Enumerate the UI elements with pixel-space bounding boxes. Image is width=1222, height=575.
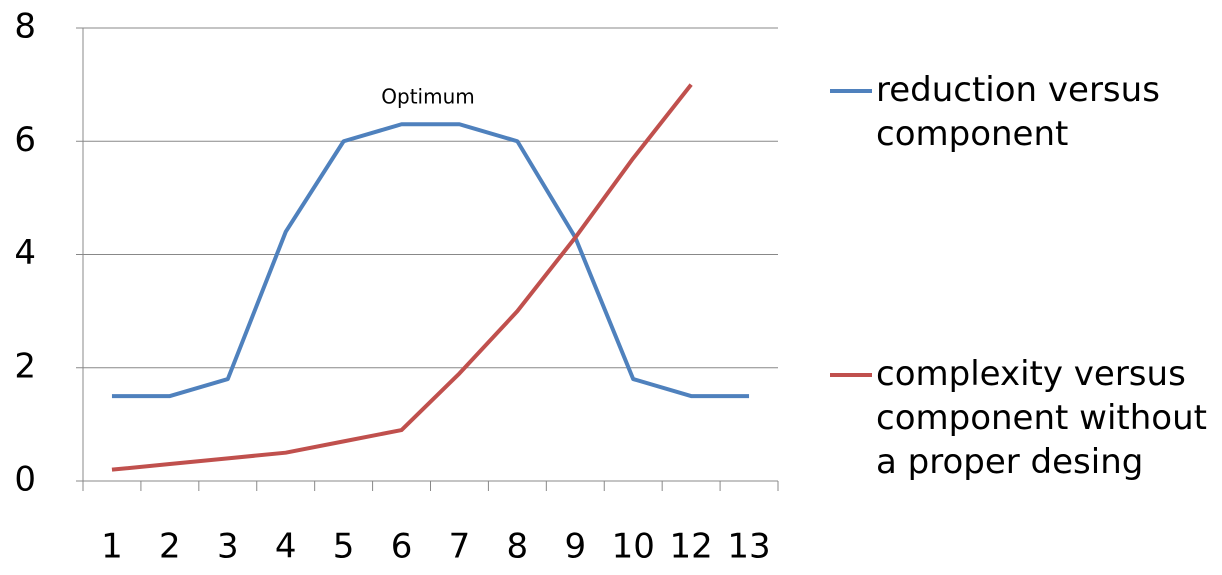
x-tick-label: 9 [564,527,586,567]
y-tick-label: 8 [14,7,36,47]
legend-swatch [830,89,872,93]
legend-label: complexity versus component without a pr… [876,354,1207,482]
x-tick-label: 12 [669,527,712,567]
y-tick-label: 2 [14,346,36,386]
x-tick-label: 13 [727,527,770,567]
y-tick-label: 4 [14,233,36,273]
legend-item: reduction versus component [830,68,1220,156]
legend-label: reduction versus component [876,70,1160,154]
y-tick-label: 0 [14,460,36,500]
legend-item: complexity versus component without a pr… [830,352,1220,484]
x-tick-label: 7 [449,527,471,567]
series-line [111,83,693,472]
x-tick-label: 10 [612,527,655,567]
x-tick-label: 4 [275,527,297,567]
x-tick-label: 3 [217,527,239,567]
series-line [111,122,750,399]
x-tick-label: 5 [333,527,355,567]
x-tick-label: 8 [507,527,529,567]
x-tick-label: 2 [159,527,181,567]
legend-swatch [830,373,872,377]
y-tick-label: 6 [14,120,36,160]
x-tick-label: 6 [391,527,413,567]
annotation: Optimum [381,85,474,109]
x-tick-label: 1 [101,527,123,567]
